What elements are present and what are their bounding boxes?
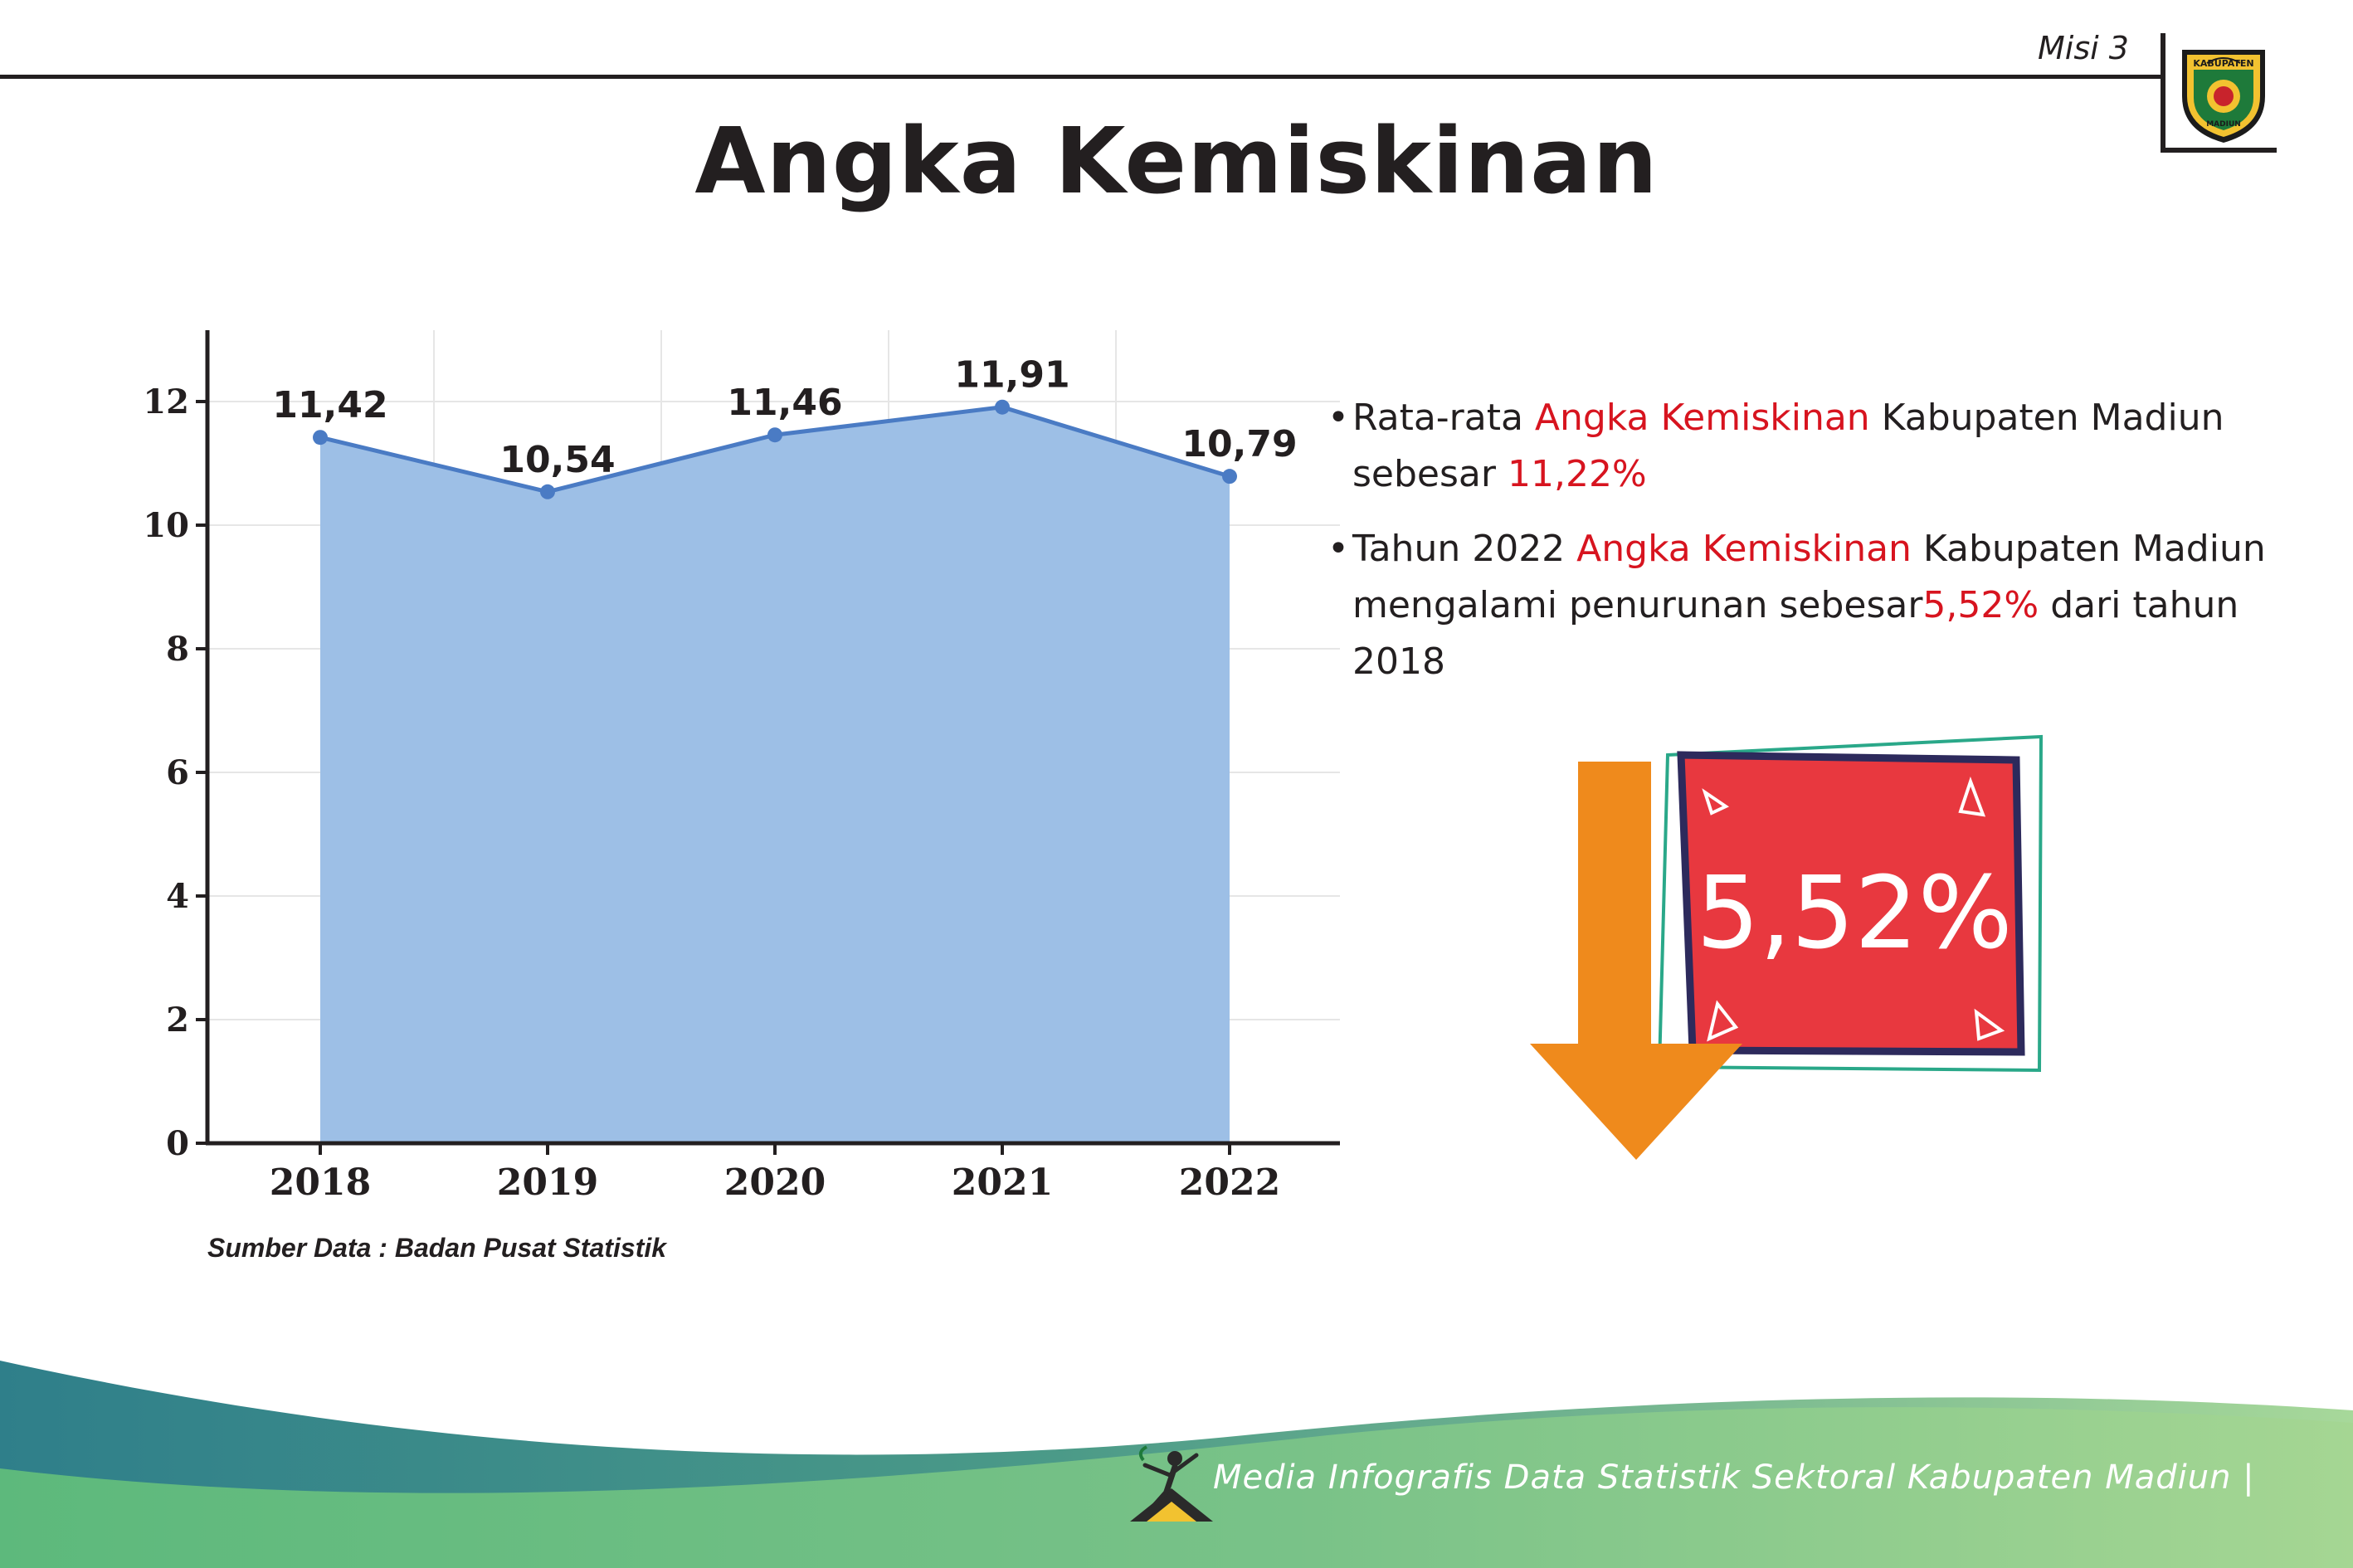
- y-tick-label: 12: [143, 382, 189, 421]
- note-decrease: • Tahun 2022 Angka Kemiskinan Kabupaten M…: [1328, 521, 2290, 690]
- media-logo-icon: [1130, 1445, 1213, 1522]
- data-labels: 11,42 10,54 11,46 11,91 10,79: [272, 354, 1297, 481]
- header-rule: [0, 75, 2161, 79]
- data-point: [1222, 469, 1237, 485]
- notes-panel: • Rata-rata Angka Kemiskinan Kabupaten Ma…: [1328, 390, 2290, 709]
- badge-outline-frame: [1657, 734, 2044, 1073]
- footer-text: Media Infografis Data Statistik Sektoral…: [1213, 1458, 2255, 1497]
- x-tick-label: 2020: [724, 1161, 826, 1204]
- logo-top-text: KABUPATEN: [2193, 58, 2253, 69]
- corner-bracket-vertical: [2161, 33, 2165, 153]
- kabupaten-madiun-logo: KABUPATEN MADIUN: [2182, 50, 2265, 143]
- y-tick-label: 4: [166, 877, 189, 916]
- badge-value: 5,52%: [1696, 856, 2012, 971]
- x-tick-label: 2022: [1179, 1161, 1280, 1204]
- logo-bottom-text: MADIUN: [2206, 120, 2241, 129]
- data-label: 11,91: [954, 354, 1069, 397]
- data-label: 11,42: [272, 384, 387, 426]
- x-tick-marks: [319, 1143, 1231, 1155]
- y-tick-label: 0: [166, 1124, 189, 1163]
- x-tick-labels: 2018 2019 2020 2021 2022: [270, 1161, 1280, 1204]
- data-label: 11,46: [727, 382, 842, 424]
- x-tick-label: 2018: [270, 1161, 371, 1204]
- y-tick-label: 10: [143, 506, 189, 545]
- triangle-icon: [1974, 1008, 2005, 1041]
- corner-bracket-horizontal: [2161, 148, 2277, 153]
- chart-points: [313, 399, 1237, 499]
- bullet-icon: •: [1328, 397, 1349, 439]
- data-label: 10,79: [1181, 423, 1297, 465]
- triangle-icon: [1958, 777, 1986, 817]
- decrease-badge: 5,52%: [1530, 734, 2044, 1160]
- triangle-icon: [1707, 1000, 1739, 1042]
- triangle-icon: [1702, 788, 1730, 816]
- x-tick-label: 2019: [497, 1161, 598, 1204]
- x-tick-label: 2021: [952, 1161, 1053, 1204]
- bullet-icon: •: [1328, 528, 1349, 570]
- data-point: [540, 484, 555, 499]
- data-point: [995, 399, 1010, 415]
- y-tick-label: 2: [166, 1001, 189, 1040]
- y-tick-label: 8: [166, 630, 189, 669]
- chart-area-fill: [320, 407, 1230, 1143]
- misi-label: Misi 3: [2038, 30, 2129, 66]
- y-tick-label: 6: [166, 753, 189, 792]
- data-point: [313, 430, 328, 446]
- source-note: Sumber Data : Badan Pusat Statistik: [207, 1233, 667, 1263]
- note-average: • Rata-rata Angka Kemiskinan Kabupaten Ma…: [1328, 390, 2290, 503]
- page-title: Angka Kemiskinan: [694, 108, 1659, 214]
- y-tick-marks: [196, 400, 207, 1145]
- y-tick-labels: 0 2 4 6 8 10 12: [143, 382, 189, 1163]
- data-label: 10,54: [499, 439, 615, 481]
- data-point: [767, 427, 782, 443]
- poverty-area-chart: 0 2 4 6 8 10 12 2018 2019 2020 2021 2022 11,42 10,5…: [143, 330, 1340, 1204]
- down-arrow-icon: [1530, 762, 1742, 1160]
- badge-box: [1677, 751, 2025, 1056]
